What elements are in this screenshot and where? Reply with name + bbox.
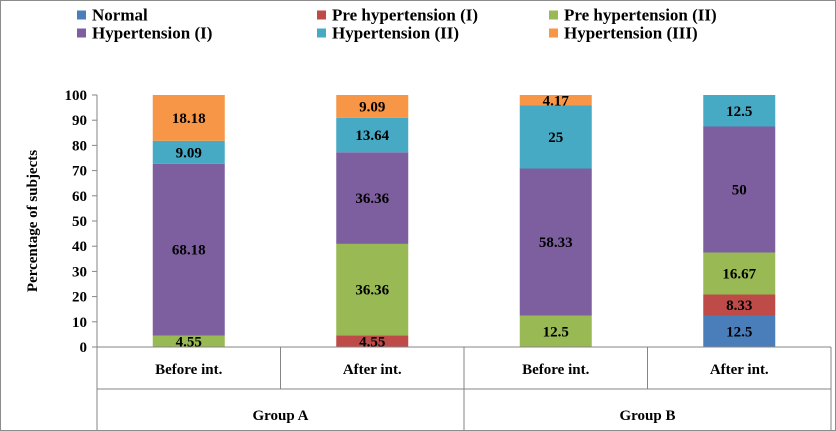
legend-label: Hypertension (III) <box>564 24 698 43</box>
data-label: 13.64 <box>355 128 389 144</box>
y-tick-label: 70 <box>72 164 87 180</box>
data-label: 36.36 <box>355 283 389 299</box>
y-axis-label: Percentage of subjects <box>25 150 41 292</box>
data-label: 68.18 <box>172 243 206 259</box>
y-tick-label: 40 <box>72 239 87 255</box>
x-axis: Before int. After int. Before int. After in… <box>96 346 832 430</box>
legend: Normal Pre hypertension (I) Pre hypertensi… <box>77 6 717 43</box>
bar-segment <box>703 252 776 295</box>
legend-swatch <box>77 10 86 20</box>
data-label: 36.36 <box>355 191 389 207</box>
x-category-label: After int. <box>710 362 769 378</box>
x-category-label: Before int. <box>522 362 589 378</box>
data-label: 8.33 <box>726 298 752 314</box>
y-tick-label: 20 <box>72 290 87 306</box>
y-tick-label: 80 <box>72 138 87 154</box>
legend-swatch <box>77 28 86 38</box>
legend-label: Pre hypertension (II) <box>564 6 717 25</box>
y-tick-label: 10 <box>72 315 87 331</box>
x-group-label: Group B <box>620 408 676 424</box>
data-label: 4.55 <box>359 334 385 350</box>
x-category-label: Before int. <box>155 362 222 378</box>
data-label: 9.09 <box>359 99 385 115</box>
legend-swatch <box>549 28 558 38</box>
bar-segment <box>519 315 592 347</box>
bar-segment <box>519 168 592 316</box>
y-tick-label: 30 <box>72 264 87 280</box>
bar-segment <box>703 294 776 316</box>
legend-label: Pre hypertension (I) <box>332 6 478 25</box>
y-tick-label: 100 <box>65 88 88 104</box>
bar-segment <box>703 95 776 127</box>
data-label: 4.17 <box>543 93 570 109</box>
bar-segment <box>336 335 409 347</box>
legend-swatch <box>549 10 558 20</box>
bar-segment <box>703 126 776 253</box>
bar-segment <box>519 95 592 106</box>
data-label: 50 <box>732 183 747 199</box>
y-tick-label: 50 <box>72 214 87 230</box>
data-label: 12.5 <box>543 324 569 340</box>
x-group-label: Group A <box>253 408 309 424</box>
bar-segment <box>336 95 409 118</box>
bar-segment <box>336 117 409 153</box>
bar-segment <box>336 152 409 244</box>
bar-segment <box>152 163 225 336</box>
legend-swatch <box>317 28 326 38</box>
y-tick-label: 60 <box>72 189 87 205</box>
data-label: 25 <box>548 130 563 146</box>
bar-segment <box>152 140 225 164</box>
legend-label: Hypertension (I) <box>92 24 212 43</box>
bar-segment <box>703 315 776 347</box>
legend-label: Hypertension (II) <box>332 24 459 43</box>
data-label: 12.5 <box>726 324 752 340</box>
data-label: 18.18 <box>172 111 206 127</box>
data-label: 9.09 <box>176 145 202 161</box>
bar-segment <box>519 105 592 169</box>
bar-segment <box>336 243 409 336</box>
y-axis: 0 10 20 30 40 50 60 70 80 90 100 <box>65 88 98 356</box>
x-category-label: After int. <box>343 362 402 378</box>
data-label: 16.67 <box>722 267 756 283</box>
data-label: 58.33 <box>539 235 573 251</box>
legend-swatch <box>317 10 326 20</box>
data-label: 4.55 <box>176 334 202 350</box>
legend-label: Normal <box>92 6 148 25</box>
bar-segment <box>152 95 225 141</box>
data-label: 12.5 <box>726 104 752 120</box>
bars: 4.55 68.18 9.09 18.18 4.55 36.36 36.36 13.64 9.0… <box>152 93 776 350</box>
y-tick-label: 90 <box>72 113 87 129</box>
bar-segment <box>152 335 225 347</box>
y-tick-label: 0 <box>80 340 88 356</box>
